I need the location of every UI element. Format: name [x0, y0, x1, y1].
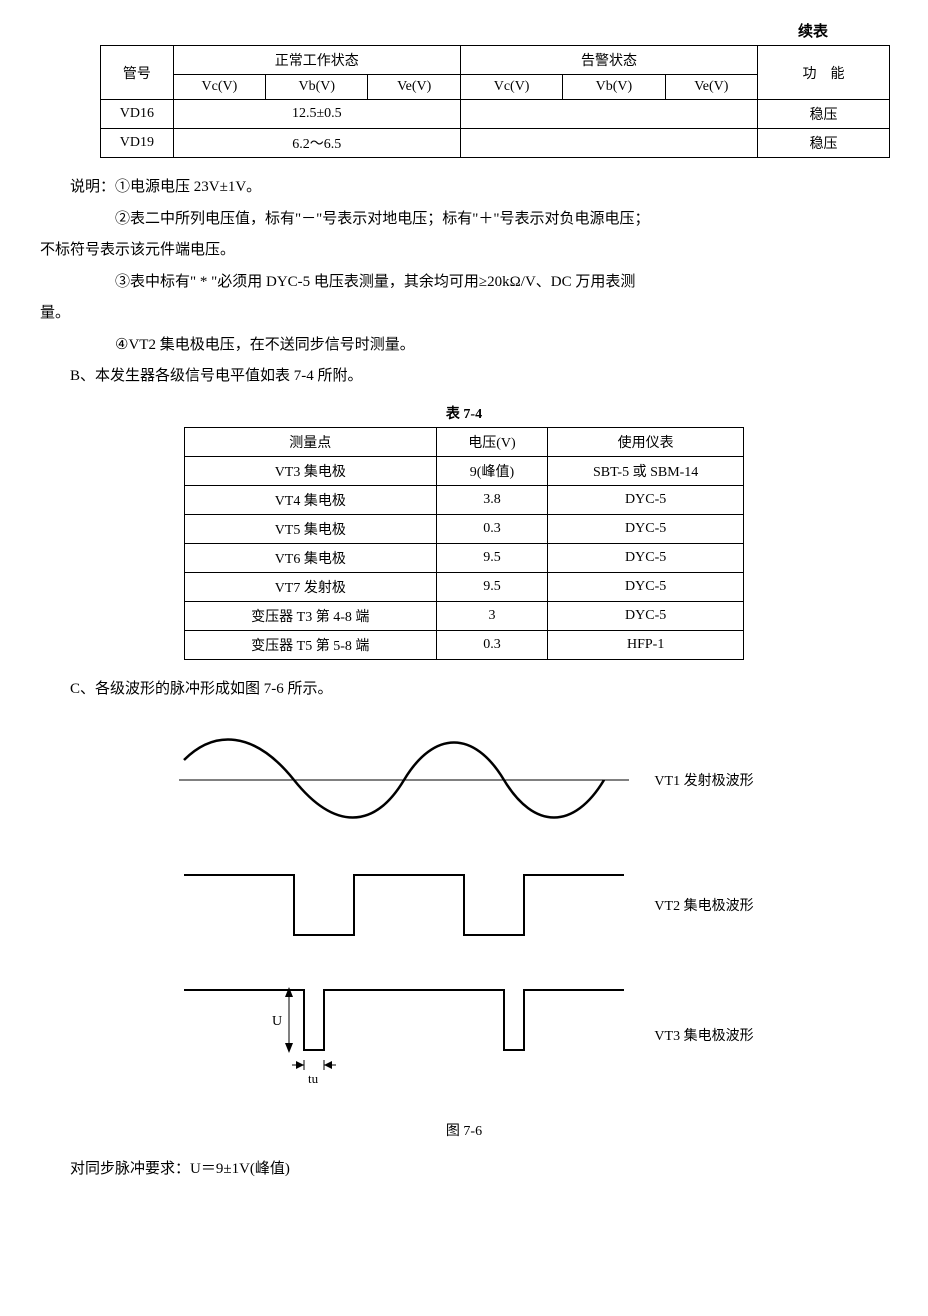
- note-3: ③表中标有" * "必须用 DYC-5 电压表测量，其余均可用≥20kΩ/V、D…: [40, 267, 888, 299]
- waveform-row-3: U tu VT3 集电极波形: [40, 975, 888, 1095]
- line-c-block: C、各级波形的脉冲形成如图 7-6 所示。: [40, 674, 888, 706]
- waveform-row-1: VT1 发射极波形: [40, 725, 888, 835]
- waveform-3-label: VT3 集电极波形: [654, 1025, 753, 1045]
- note-4: ④VT2 集电极电压，在不送同步信号时测量。: [40, 330, 888, 362]
- sine-wave-icon: [174, 725, 634, 835]
- td-inst: DYC-5: [548, 543, 744, 572]
- td-volt: 9.5: [436, 572, 548, 601]
- td-alarm: [460, 129, 757, 158]
- td-volt: 0.3: [436, 630, 548, 659]
- tu-label: tu: [308, 1071, 319, 1086]
- table-row: VT7 发射极9.5DYC-5: [185, 572, 744, 601]
- th-alarm: 告警状态: [460, 46, 757, 75]
- table-2: 测量点 电压(V) 使用仪表 VT3 集电极9(峰值)SBT-5 或 SBM-1…: [184, 427, 744, 660]
- td-volt: 9.5: [436, 543, 548, 572]
- note-1: 说明：①电源电压 23V±1V。: [40, 172, 888, 204]
- table-2-caption: 表 7-4: [40, 403, 888, 423]
- th-normal: 正常工作状态: [173, 46, 460, 75]
- td-func: 稳压: [758, 100, 890, 129]
- td-point: VT4 集电极: [185, 485, 437, 514]
- th-vb2: Vb(V): [563, 75, 665, 100]
- th-vc2: Vc(V): [460, 75, 562, 100]
- td-point: VT7 发射极: [185, 572, 437, 601]
- table-row: VT4 集电极3.8DYC-5: [185, 485, 744, 514]
- table-row: VD19 6.2～6.5 稳压: [101, 129, 890, 158]
- table-row: VT6 集电极9.5DYC-5: [185, 543, 744, 572]
- figure-caption: 图 7-6: [40, 1120, 888, 1140]
- table-row: 管号 正常工作状态 告警状态 功 能: [101, 46, 890, 75]
- td-inst: HFP-1: [548, 630, 744, 659]
- th-func: 功 能: [758, 46, 890, 100]
- th-volt: 电压(V): [436, 427, 548, 456]
- note-2: ②表二中所列电压值，标有"－"号表示对地电压；标有"＋"号表示对负电源电压；: [40, 204, 888, 236]
- td-volt: 9(峰值): [436, 456, 548, 485]
- th-tube: 管号: [101, 46, 174, 100]
- th-point: 测量点: [185, 427, 437, 456]
- td-point: VT3 集电极: [185, 456, 437, 485]
- td-normal: 6.2～6.5: [173, 129, 460, 158]
- notes-block: 说明：①电源电压 23V±1V。 ②表二中所列电压值，标有"－"号表示对地电压；…: [40, 172, 888, 393]
- td-point: VT6 集电极: [185, 543, 437, 572]
- td-inst: DYC-5: [548, 572, 744, 601]
- td-alarm: [460, 100, 757, 129]
- note-3b: 量。: [40, 298, 888, 330]
- td-inst: DYC-5: [548, 514, 744, 543]
- table-row: VT3 集电极9(峰值)SBT-5 或 SBM-14: [185, 456, 744, 485]
- table-row: VD16 12.5±0.5 稳压: [101, 100, 890, 129]
- last-line-block: 对同步脉冲要求：U＝9±1V(峰值): [40, 1154, 888, 1186]
- table-row: 变压器 T5 第 5-8 端0.3HFP-1: [185, 630, 744, 659]
- line-c: C、各级波形的脉冲形成如图 7-6 所示。: [40, 674, 888, 706]
- square-wave-icon: [174, 860, 634, 950]
- td-volt: 3: [436, 601, 548, 630]
- th-inst: 使用仪表: [548, 427, 744, 456]
- td-point: VT5 集电极: [185, 514, 437, 543]
- table-1: 管号 正常工作状态 告警状态 功 能 Vc(V) Vb(V) Ve(V) Vc(…: [100, 45, 890, 158]
- td-point: 变压器 T5 第 5-8 端: [185, 630, 437, 659]
- td-volt: 0.3: [436, 514, 548, 543]
- table-row: VT5 集电极0.3DYC-5: [185, 514, 744, 543]
- td-normal: 12.5±0.5: [173, 100, 460, 129]
- continued-label: 续表: [40, 20, 888, 41]
- pulse-wave-icon: U tu: [174, 975, 634, 1095]
- td-tube: VD19: [101, 129, 174, 158]
- td-tube: VD16: [101, 100, 174, 129]
- note-2b: 不标符号表示该元件端电压。: [40, 235, 888, 267]
- td-point: 变压器 T3 第 4-8 端: [185, 601, 437, 630]
- td-inst: DYC-5: [548, 601, 744, 630]
- th-vb: Vb(V): [266, 75, 368, 100]
- td-volt: 3.8: [436, 485, 548, 514]
- waveform-row-2: VT2 集电极波形: [40, 860, 888, 950]
- th-ve: Ve(V): [368, 75, 460, 100]
- th-ve2: Ve(V): [665, 75, 757, 100]
- u-label: U: [272, 1014, 282, 1029]
- td-inst: SBT-5 或 SBM-14: [548, 456, 744, 485]
- waveform-1-label: VT1 发射极波形: [654, 770, 753, 790]
- td-inst: DYC-5: [548, 485, 744, 514]
- table-row: 测量点 电压(V) 使用仪表: [185, 427, 744, 456]
- th-vc: Vc(V): [173, 75, 265, 100]
- table-row: 变压器 T3 第 4-8 端3DYC-5: [185, 601, 744, 630]
- td-func: 稳压: [758, 129, 890, 158]
- figure-block: VT1 发射极波形 VT2 集电极波形 U tu VT3 集电极波形 图 7-6: [40, 725, 888, 1140]
- last-line: 对同步脉冲要求：U＝9±1V(峰值): [40, 1154, 888, 1186]
- waveform-2-label: VT2 集电极波形: [654, 895, 753, 915]
- line-b: B、本发生器各级信号电平值如表 7-4 所附。: [40, 361, 888, 393]
